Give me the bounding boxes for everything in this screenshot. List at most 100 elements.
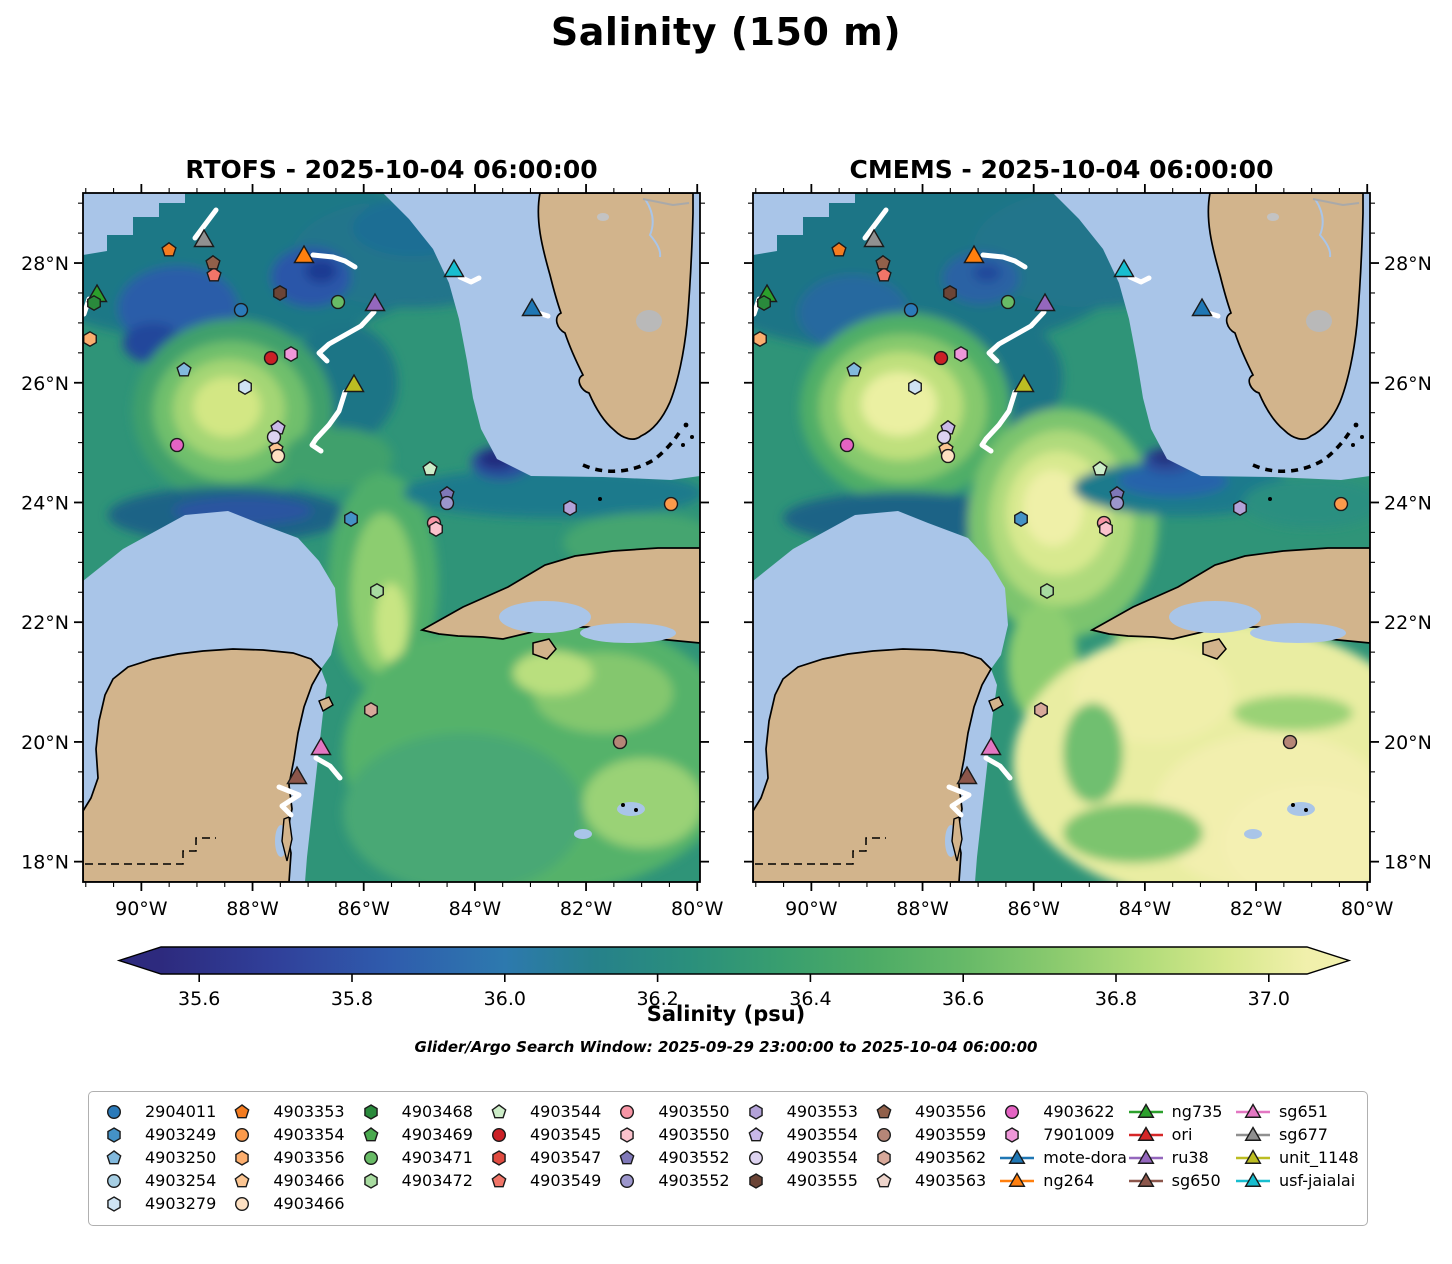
legend-column: 2904011 4903249 4903250 4903254 4903279 xyxy=(101,1100,228,1215)
panel-border xyxy=(82,192,701,883)
marker-4903353 xyxy=(831,241,847,257)
glider-track-ru38 xyxy=(316,309,377,364)
legend-marker-4903466 xyxy=(235,1196,250,1211)
float-marker-icon xyxy=(363,1150,378,1165)
float-marker-icon xyxy=(235,1149,250,1166)
salinity-field-rtofs xyxy=(83,193,700,882)
float-marker-icon xyxy=(363,1172,378,1189)
legend-marker-4903469 xyxy=(363,1126,379,1141)
float-marker-icon xyxy=(620,1173,635,1188)
legend-marker-4903250 xyxy=(106,1149,122,1164)
legend-marker-mote-dora xyxy=(1008,1148,1026,1164)
legend-label: 7901009 xyxy=(1043,1125,1115,1144)
legend-label: 4903356 xyxy=(273,1148,345,1167)
float-marker-icon xyxy=(491,1103,507,1118)
legend-item-4903552: 4903552 xyxy=(614,1146,741,1169)
legend-item-4903353: 4903353 xyxy=(229,1100,356,1123)
float-marker-icon xyxy=(876,1172,892,1187)
legend-label: 4903471 xyxy=(401,1148,473,1167)
y-tick-label: 28°N xyxy=(21,253,69,275)
colorbar-gradient xyxy=(161,947,1307,974)
glider-track-usf-jaialai xyxy=(1127,274,1152,285)
legend-marker-ng264 xyxy=(1008,1171,1026,1187)
legend-marker-4903353 xyxy=(234,1103,250,1118)
glider-track-ru38 xyxy=(986,309,1047,364)
legend-marker-2904011 xyxy=(106,1104,122,1119)
glider-track-usf-jaialai xyxy=(457,274,482,285)
marker-ru38 xyxy=(1034,292,1056,312)
glider-track-sg650 xyxy=(276,784,302,818)
marker-4903556 xyxy=(875,254,891,270)
legend-item-7901009: 7901009 xyxy=(999,1123,1126,1146)
legend-label: 4903553 xyxy=(786,1102,858,1121)
marker-sg651 xyxy=(310,736,332,756)
marker-4903471 xyxy=(330,294,346,310)
marker-2904011 xyxy=(903,302,919,318)
legend-label: 4903547 xyxy=(529,1148,602,1167)
marker-ru38 xyxy=(364,292,386,312)
float-marker-icon xyxy=(1005,1126,1020,1143)
x-tick-label: 90°W xyxy=(115,898,168,920)
glider-track-sg651 xyxy=(313,755,343,781)
float-marker-icon xyxy=(620,1104,635,1119)
legend-column: sg651 sg677 unit_1148 usf-jaialai xyxy=(1235,1100,1359,1215)
legend-item-4903550: 4903550 xyxy=(614,1123,741,1146)
marker-4903250 xyxy=(846,361,862,377)
glider-marker-icon xyxy=(1235,1148,1270,1164)
y-tick-label: 24°N xyxy=(21,492,69,514)
y-tick-label: 18°N xyxy=(1384,852,1432,874)
legend-item-ori: ori xyxy=(1128,1123,1234,1146)
float-marker-icon xyxy=(876,1103,892,1118)
legend-item-ng264: ng264 xyxy=(999,1169,1126,1192)
x-tick-label: 80°W xyxy=(1341,898,1394,920)
legend-label: 4903555 xyxy=(786,1171,858,1190)
legend-label: 4903468 xyxy=(401,1102,473,1121)
legend-item-4903466: 4903466 xyxy=(229,1192,356,1215)
legend-marker-sg651 xyxy=(1244,1102,1262,1118)
marker-usf-jaialai xyxy=(443,258,465,278)
legend-label: 2904011 xyxy=(145,1102,217,1121)
colorbar-extend-max xyxy=(1307,947,1349,974)
marker-mote-dora xyxy=(521,297,543,317)
legend-item-unit_1148: unit_1148 xyxy=(1235,1146,1359,1169)
panel-border xyxy=(752,192,1371,883)
overlay-cmems: 90°W 88°W 86°W 84°W 82°W 80°W 28°N 26°N 24°N 22°N… xyxy=(744,184,1432,920)
legend-marker-4903563 xyxy=(876,1172,892,1187)
float-marker-icon xyxy=(748,1103,763,1120)
marker-4903544 xyxy=(1092,460,1108,476)
marker-4903562 xyxy=(1034,701,1048,719)
x-tick-label: 86°W xyxy=(1007,898,1060,920)
legend-marker-4903556 xyxy=(876,1103,892,1118)
colorbar-tick-label: 35.6 xyxy=(178,988,220,1010)
marker-sg651 xyxy=(980,736,1002,756)
glider-marker-icon xyxy=(1128,1102,1163,1118)
legend-item-4903545: 4903545 xyxy=(486,1123,613,1146)
map-panel-cmems: 90°W 88°W 86°W 84°W 82°W 80°W 28°N 26°N 24°N 22°N… xyxy=(744,184,1432,920)
marker-4903555 xyxy=(273,284,287,302)
marker-4903559 xyxy=(1282,734,1298,750)
legend-item-4903250: 4903250 xyxy=(101,1146,228,1169)
colorbar-tick-label: 36.2 xyxy=(636,988,678,1010)
legend-label: 4903556 xyxy=(914,1102,987,1121)
float-marker-icon xyxy=(748,1126,764,1141)
float-marker-icon xyxy=(107,1195,121,1212)
marker-ng264 xyxy=(293,244,315,264)
legend-marker-ori xyxy=(1137,1125,1155,1141)
legend-marker-4903549 xyxy=(491,1172,507,1187)
legend-marker-4903254 xyxy=(106,1173,122,1188)
overlay-rtofs: 90°W 88°W 86°W 84°W 82°W 80°W 28°N 26°N 24°N 22°N… xyxy=(21,184,724,920)
legend-marker-4903471 xyxy=(363,1150,378,1165)
marker-4903249 xyxy=(1014,510,1028,528)
legend-marker-4903550 xyxy=(620,1126,635,1143)
glider-marker-icon xyxy=(1000,1171,1035,1187)
colorbar-tick-label: 36.0 xyxy=(484,988,526,1010)
colorbar-outline xyxy=(116,946,1352,975)
float-marker-icon xyxy=(106,1149,122,1164)
legend-marker-usf-jaialai xyxy=(1244,1171,1262,1187)
marker-unit_1148 xyxy=(1013,373,1035,393)
legend-item-sg677: sg677 xyxy=(1235,1123,1355,1146)
colorbar-tick-label: 36.8 xyxy=(1095,988,1137,1010)
float-marker-icon xyxy=(877,1149,891,1166)
legend-item-4903552: 4903552 xyxy=(614,1169,741,1192)
legend-marker-4903545 xyxy=(491,1127,506,1142)
